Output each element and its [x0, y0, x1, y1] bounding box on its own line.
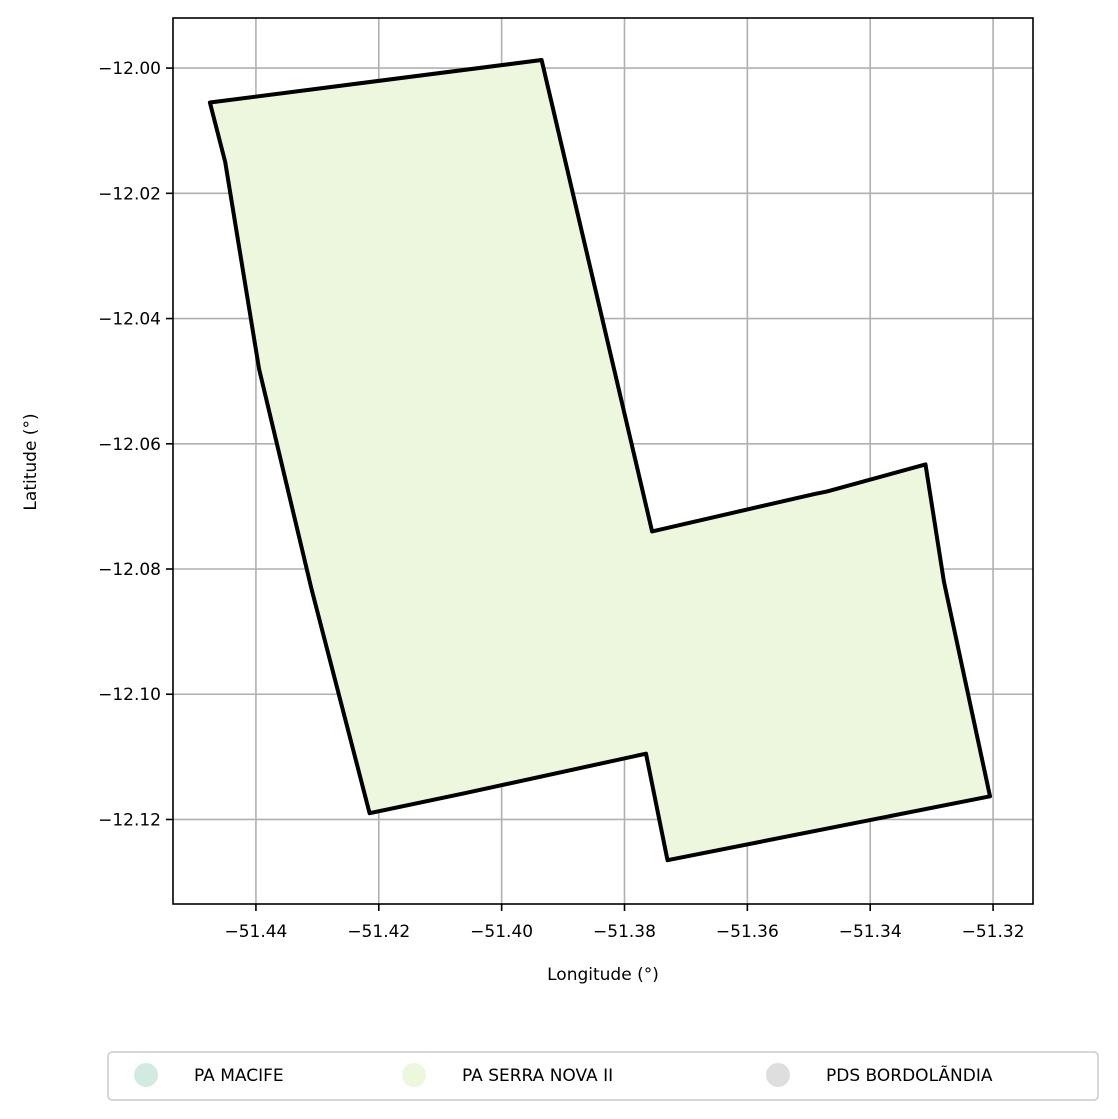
y-tick-label: −12.08 — [98, 560, 161, 580]
x-tick-label: −51.42 — [347, 922, 410, 942]
polygon-layer — [207, 58, 992, 863]
x-ticks: −51.44 −51.42 −51.40 −51.38 −51.36 −51.34 −51.… — [224, 904, 1025, 942]
plot-frame — [172, 17, 1034, 905]
legend-label: PDS BORDOLÃNDIA — [826, 1064, 993, 1086]
y-axis-label: Latitude (°) — [21, 413, 41, 510]
y-ticks: −12.00 −12.02 −12.04 −12.06 −12.08 −12.10 −12.… — [98, 59, 173, 830]
y-tick-label: −12.12 — [98, 810, 161, 830]
legend: PA MACIFE PA SERRA NOVA II PDS BORDOLÃNDIA — [107, 1051, 1099, 1101]
x-axis-label: Longitude (°) — [547, 965, 659, 985]
legend-marker — [134, 1063, 158, 1087]
area-polygon — [207, 58, 992, 863]
legend-marker — [766, 1063, 790, 1087]
legend-label: PA MACIFE — [194, 1066, 284, 1086]
x-tick-label: −51.32 — [962, 922, 1025, 942]
y-tick-label: −12.00 — [98, 59, 161, 79]
x-tick-label: −51.34 — [839, 922, 902, 942]
legend-frame — [107, 1051, 1099, 1101]
y-tick-label: −12.10 — [98, 685, 161, 705]
x-tick-label: −51.36 — [716, 922, 779, 942]
y-tick-label: −12.06 — [98, 435, 161, 455]
y-tick-label: −12.02 — [98, 184, 161, 204]
legend-marker — [402, 1063, 426, 1087]
legend-label: PA SERRA NOVA II — [462, 1066, 613, 1086]
x-tick-label: −51.38 — [593, 922, 656, 942]
y-tick-label: −12.04 — [98, 310, 161, 330]
x-tick-label: −51.40 — [470, 922, 533, 942]
x-tick-label: −51.44 — [224, 922, 287, 942]
